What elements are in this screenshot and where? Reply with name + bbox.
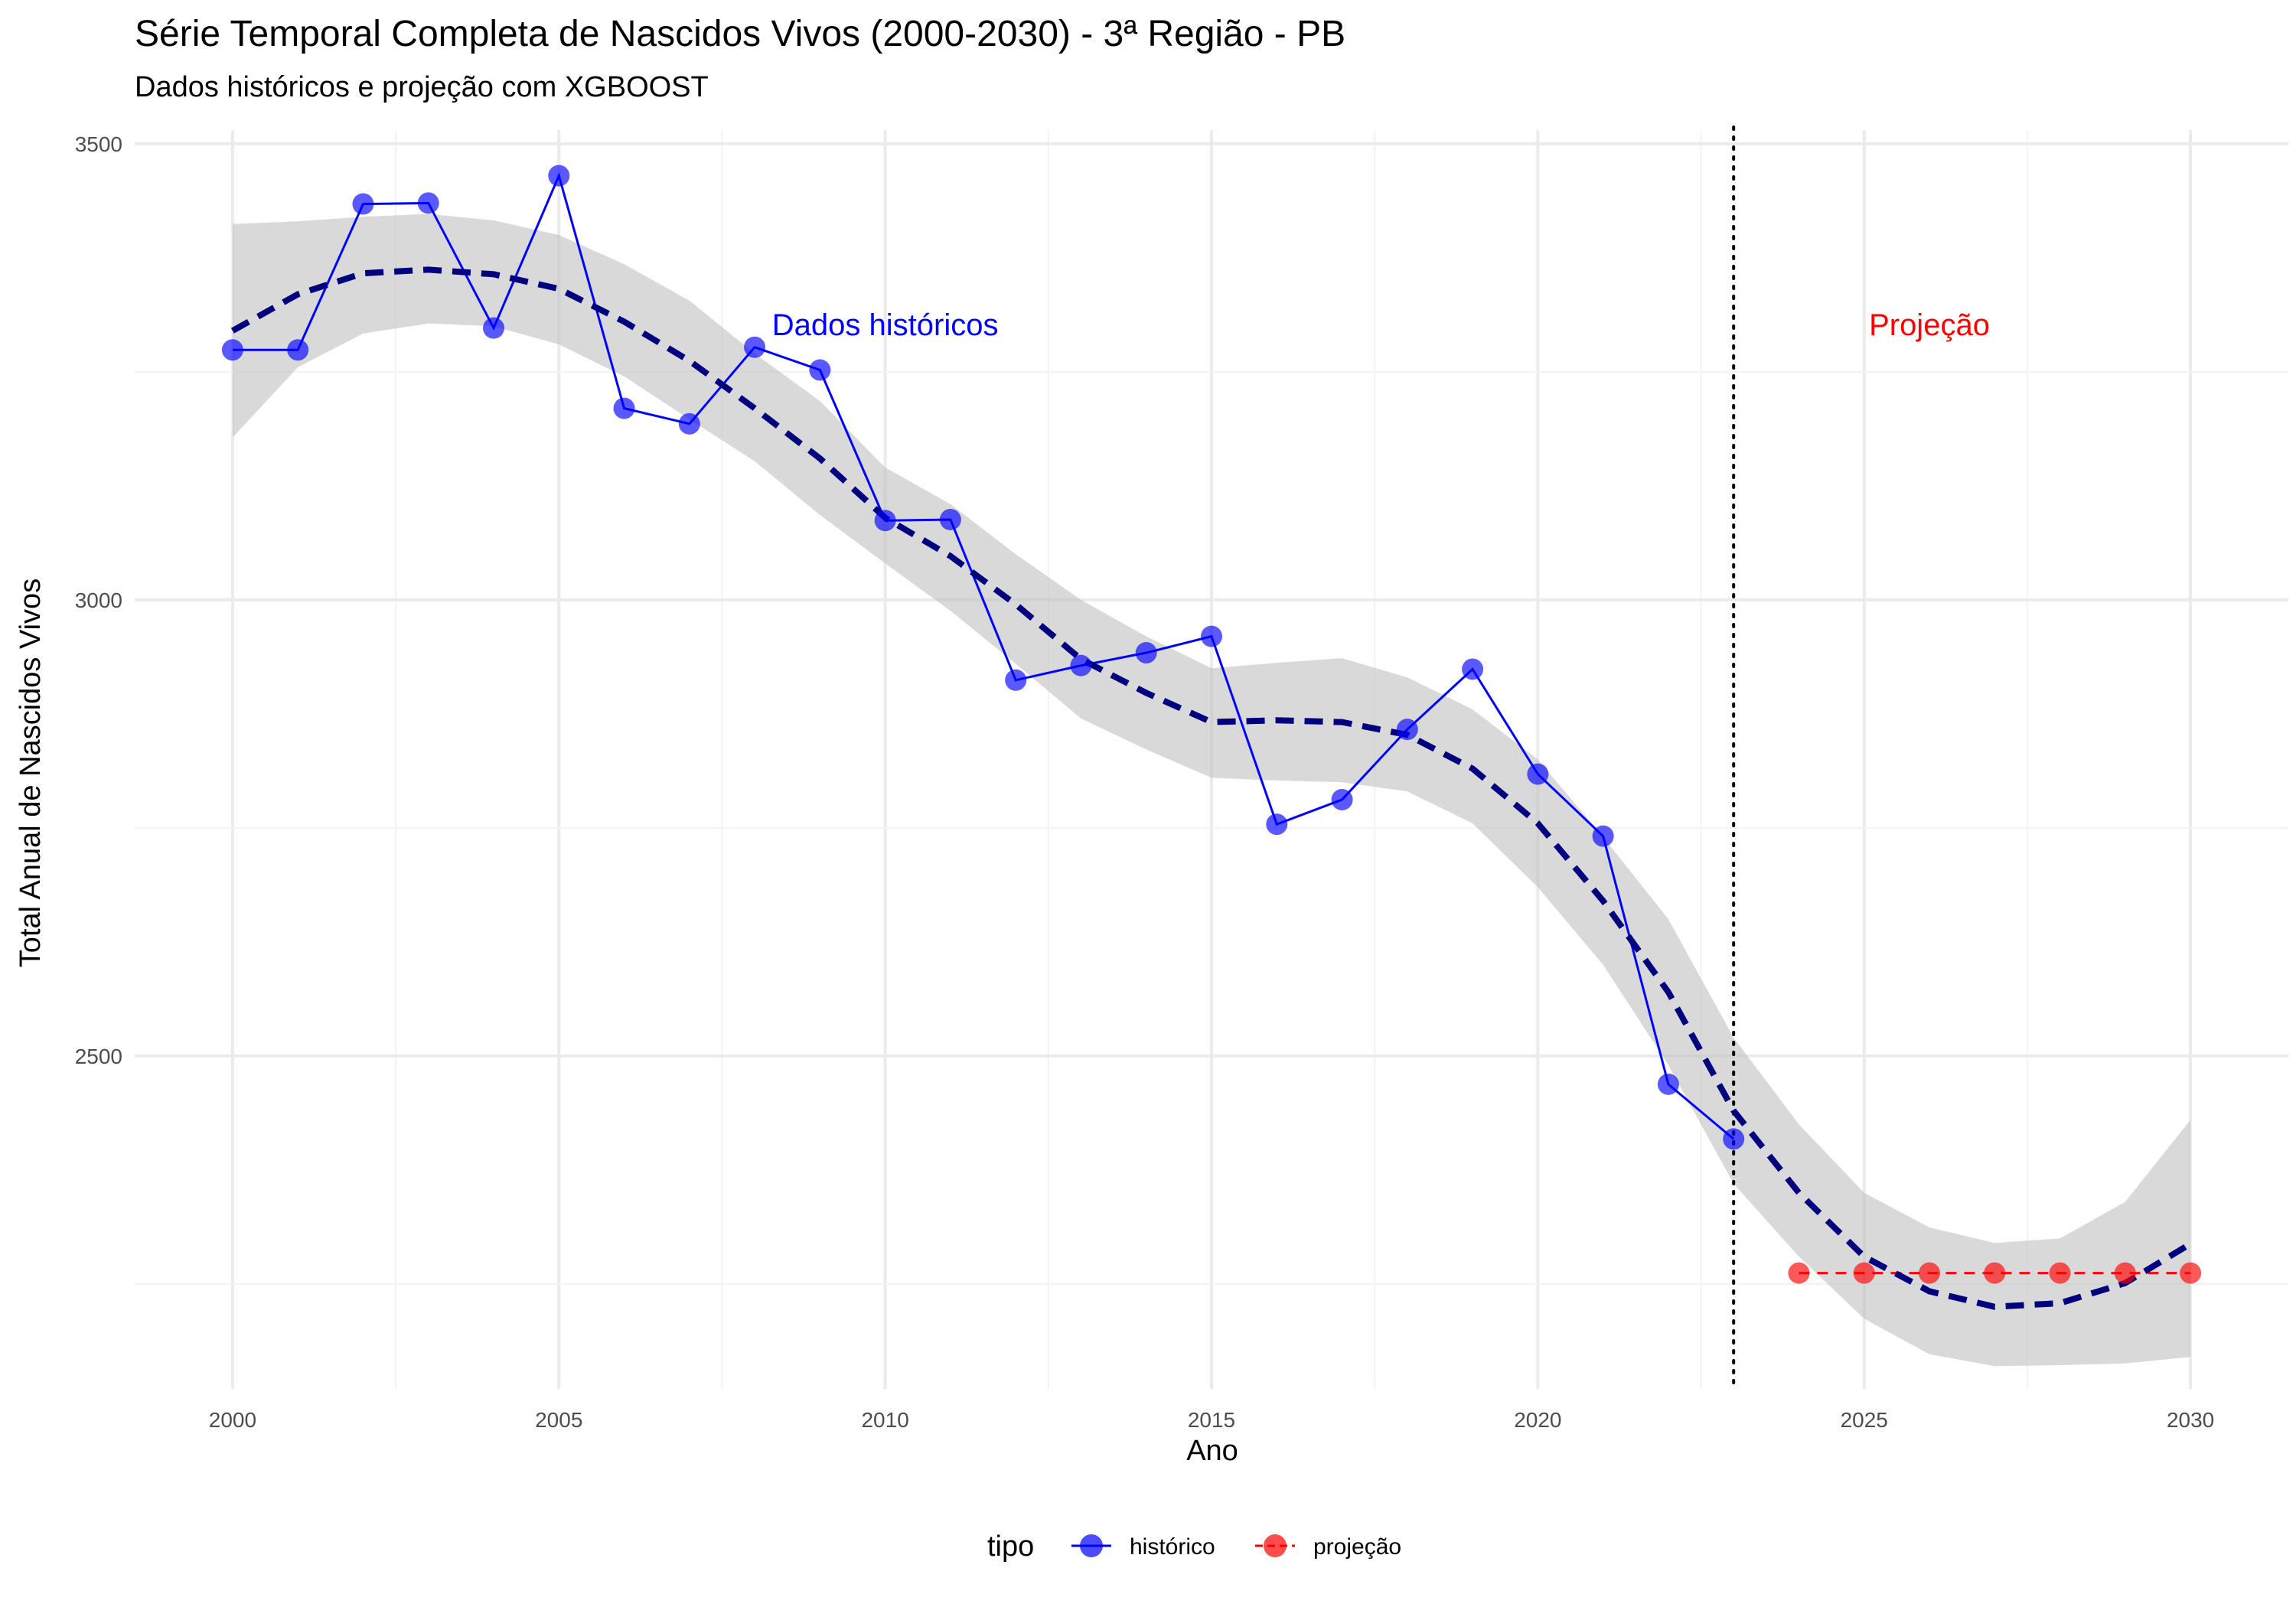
point-1-2029 (2114, 1262, 2136, 1284)
point-0-2012 (1005, 669, 1027, 691)
point-1-2025 (1853, 1262, 1875, 1284)
point-0-2018 (1396, 719, 1418, 741)
chart-title: Série Temporal Completa de Nascidos Vivo… (135, 14, 1345, 54)
point-0-2002 (352, 193, 374, 215)
x-tick-2000: 2000 (209, 1408, 256, 1432)
x-tick-2015: 2015 (1188, 1408, 1235, 1432)
legend: tipo histórico projeção (987, 1530, 1401, 1563)
y-tick-3500: 3500 (75, 132, 122, 156)
point-0-2013 (1070, 654, 1092, 676)
legend-label-historico: histórico (1130, 1534, 1215, 1560)
y-tick-2500: 2500 (75, 1045, 122, 1068)
points (221, 165, 2202, 1284)
point-0-2009 (809, 359, 831, 381)
point-0-2006 (613, 397, 635, 419)
chart-subtitle: Dados históricos e projeção com XGBOOST (135, 71, 709, 103)
point-0-2004 (483, 317, 504, 339)
legend-item-historico: histórico (1071, 1534, 1215, 1560)
y-axis-ticks: 2500 3000 3500 (75, 132, 122, 1068)
x-tick-2005: 2005 (535, 1408, 582, 1432)
point-0-2005 (548, 165, 570, 187)
annotations: Dados históricos Projeção (772, 308, 1990, 342)
point-1-2030 (2180, 1262, 2202, 1284)
x-tick-2030: 2030 (2167, 1408, 2214, 1432)
point-0-2020 (1527, 763, 1549, 785)
x-axis-title: Ano (1186, 1435, 1238, 1467)
annotation-1: Projeção (1869, 308, 1990, 342)
point-1-2028 (2049, 1262, 2071, 1284)
y-tick-3000: 3000 (75, 588, 122, 612)
point-0-2001 (287, 339, 309, 361)
annotation-0: Dados históricos (772, 308, 999, 342)
point-1-2027 (1984, 1262, 2006, 1284)
point-0-2019 (1462, 658, 1484, 680)
point-0-2003 (417, 192, 439, 214)
point-0-2010 (874, 510, 896, 532)
series-line-0 (232, 172, 1735, 1140)
legend-label-projecao: projeção (1313, 1534, 1401, 1560)
x-axis-ticks: 2000 2005 2010 2015 2020 2025 2030 (209, 1408, 2214, 1432)
confidence-band (232, 214, 2191, 1367)
point-0-2014 (1135, 642, 1157, 664)
point-0-2023 (1723, 1128, 1745, 1150)
point-1-2024 (1788, 1262, 1810, 1284)
legend-point-projecao (1264, 1534, 1287, 1557)
legend-point-historico (1080, 1534, 1103, 1557)
point-0-2022 (1657, 1073, 1679, 1095)
point-0-2007 (678, 412, 700, 435)
point-0-2008 (744, 336, 766, 358)
point-0-2016 (1266, 813, 1288, 836)
point-0-2017 (1331, 788, 1353, 810)
point-0-2011 (939, 508, 961, 530)
point-0-2015 (1201, 625, 1222, 647)
y-axis-title: Total Anual de Nascidos Vivos (15, 579, 47, 967)
x-tick-2020: 2020 (1514, 1408, 1561, 1432)
confidence-band-area (232, 214, 2191, 1367)
x-tick-2010: 2010 (861, 1408, 908, 1432)
legend-item-projecao: projeção (1255, 1534, 1401, 1560)
point-0-2021 (1592, 825, 1614, 847)
x-tick-2025: 2025 (1841, 1408, 1888, 1432)
legend-title: tipo (987, 1530, 1034, 1563)
point-0-2000 (221, 339, 243, 361)
point-1-2026 (1919, 1262, 1940, 1284)
